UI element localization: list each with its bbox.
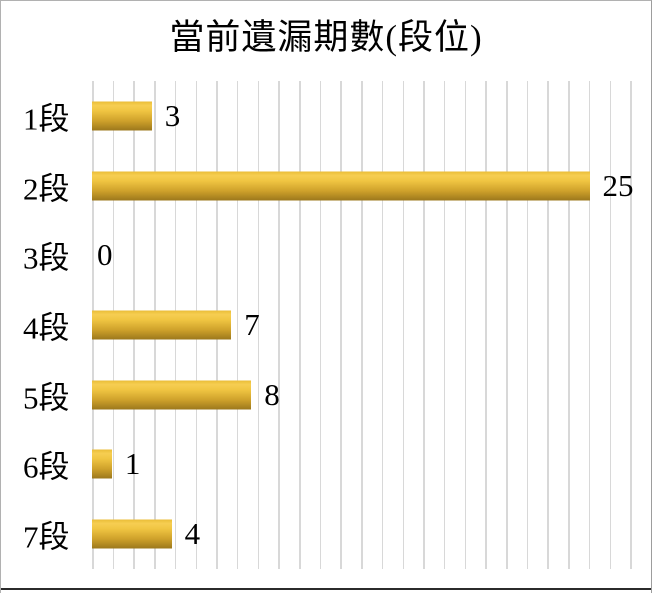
category-label: 5段	[23, 380, 70, 416]
category-label: 1段	[23, 101, 70, 137]
gridline	[402, 81, 405, 569]
category-label: 7段	[23, 519, 70, 555]
value-label: 8	[264, 376, 280, 412]
gridline	[381, 81, 384, 569]
gridline	[278, 81, 280, 569]
gridline	[588, 81, 591, 569]
gridline	[319, 81, 322, 569]
bar	[92, 380, 252, 410]
category-label: 4段	[23, 310, 70, 346]
gridline	[236, 81, 239, 569]
gridline	[464, 81, 467, 569]
chart-row: 3段 0	[1, 220, 651, 290]
gridline	[547, 81, 549, 569]
gridline	[526, 81, 529, 569]
chart-row: 7段 4	[1, 499, 651, 569]
gridline	[257, 81, 260, 569]
chart-row: 5段 8	[1, 360, 651, 430]
gridline	[506, 81, 508, 569]
gridline	[630, 81, 632, 569]
chart-row: 2段 25	[1, 151, 651, 221]
gridline	[443, 81, 446, 569]
value-label: 7	[244, 306, 260, 342]
category-label: 2段	[23, 171, 70, 207]
bar	[92, 101, 152, 131]
bar	[92, 519, 172, 549]
value-label: 3	[164, 97, 181, 133]
value-label: 4	[184, 516, 201, 552]
chart-rows: 1段 3 2段 25 3段 0 4段 7 5段 8 6段 1 7段 4	[1, 81, 651, 569]
value-label: 25	[602, 167, 634, 203]
bar	[92, 449, 112, 479]
bar	[92, 171, 590, 201]
chart-row: 6段 1	[1, 430, 651, 500]
chart-bottom-rule	[1, 587, 651, 590]
bar	[92, 310, 232, 340]
gridline	[423, 81, 425, 569]
gridline	[340, 81, 342, 569]
gridline	[568, 81, 570, 569]
gridline	[609, 81, 612, 569]
gridline	[299, 81, 301, 569]
value-label: 0	[97, 237, 113, 273]
chart-row: 1段 3	[1, 81, 651, 151]
chart-row: 4段 7	[1, 290, 651, 360]
gridline	[361, 81, 363, 569]
category-label: 6段	[23, 449, 70, 485]
category-label: 3段	[23, 240, 70, 276]
chart-title: 當前遺漏期數(段位)	[169, 18, 483, 57]
gridline	[485, 81, 487, 569]
value-label: 1	[124, 446, 141, 482]
